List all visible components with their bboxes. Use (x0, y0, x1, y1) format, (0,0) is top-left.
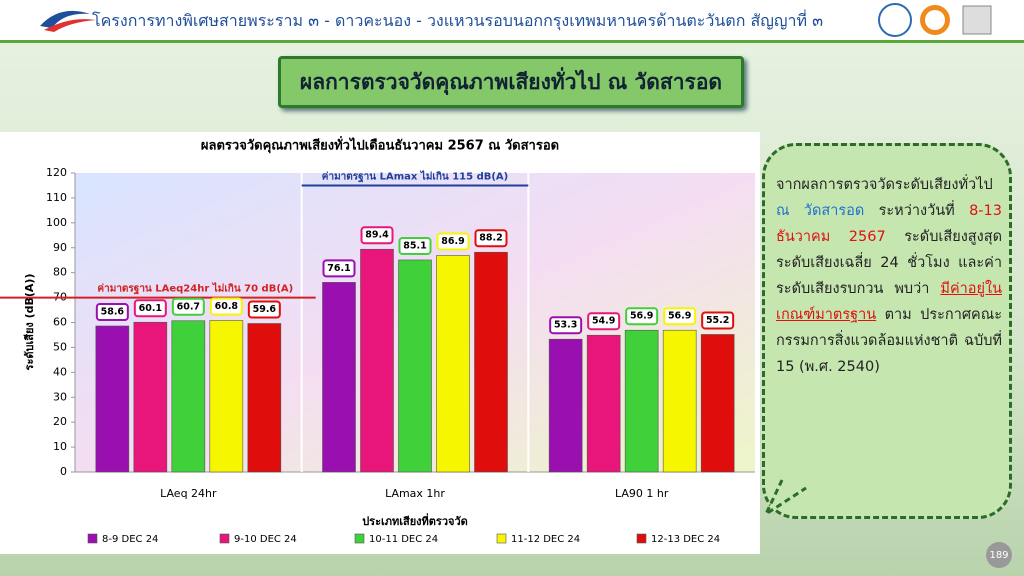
legend-label: 12-13 DEC 24 (651, 534, 720, 545)
logos (878, 3, 992, 37)
logo (40, 10, 96, 32)
data-label: 60.1 (139, 303, 162, 314)
chart: ผลตรวจวัดคุณภาพเสียงทั่วไปเดือนธันวาคม 2… (0, 132, 760, 554)
chart-title: ผลตรวจวัดคุณภาพเสียงทั่วไปเดือนธันวาคม 2… (201, 136, 559, 154)
data-label-box (247, 300, 281, 319)
data-label-box (549, 316, 583, 335)
bar (209, 320, 244, 473)
data-label-box (701, 311, 735, 330)
callout-tail (762, 479, 807, 518)
bar (171, 320, 206, 473)
callout-text: จากผลการตรวจวัดระดับเสียงทั่วไป ณ วัดสาร… (776, 172, 1002, 380)
y-axis-title: ระดับเสียง (dB(A)) (23, 274, 36, 371)
data-label-box (322, 259, 356, 278)
text: ณ วัดสารอด (776, 203, 865, 219)
y-tick-label: 80 (53, 266, 67, 279)
data-label: 86.9 (441, 236, 464, 247)
legend-label: 8-9 DEC 24 (102, 534, 158, 545)
y-tick-label: 120 (46, 166, 67, 179)
legend-label: 9-10 DEC 24 (234, 534, 297, 545)
legend-label: 11-12 DEC 24 (511, 534, 580, 545)
data-label-box (209, 297, 243, 316)
text: ระดับเสียงสูงสุด ระดับเสียงเฉลี่ย 24 ชั่… (776, 229, 1002, 297)
data-label-box (474, 229, 508, 248)
bar (247, 323, 282, 473)
data-label-box (625, 307, 659, 326)
data-label: 59.6 (253, 304, 277, 315)
callout (762, 143, 1012, 519)
data-label: 76.1 (327, 263, 350, 274)
data-label-box (587, 312, 621, 331)
bar (662, 329, 697, 473)
y-tick-label: 0 (60, 465, 67, 478)
bar (548, 338, 583, 473)
bar (95, 325, 130, 473)
data-label-box (398, 236, 432, 255)
text: มีค่าอยู่ในเกณฑ์มาตรฐาน (776, 281, 1002, 323)
bar (360, 248, 394, 473)
bar (586, 334, 621, 473)
x-tick-label: LAeq 24hr (160, 487, 217, 500)
bar (624, 329, 659, 473)
data-label: 56.9 (668, 311, 691, 322)
text: จากผลการตรวจวัดระดับเสียงทั่วไป (776, 177, 993, 193)
header-title: โครงการทางพิเศษสายพระราม ๓ - ดาวคะนอง - … (92, 11, 824, 30)
y-tick-label: 40 (53, 365, 67, 378)
legend-swatch (219, 533, 230, 544)
data-label: 88.2 (479, 233, 502, 244)
y-tick-label: 50 (53, 340, 67, 353)
y-tick-label: 90 (53, 241, 67, 254)
y-tick-label: 100 (46, 216, 67, 229)
bar (436, 255, 470, 473)
bar (322, 282, 356, 473)
data-label: 54.9 (592, 316, 615, 327)
data-label: 85.1 (403, 240, 426, 251)
x-tick-label: LA90 1 hr (615, 487, 669, 500)
reference-label: ค่ามาตรฐาน LAeq24hr ไม่เกิน 70 dB(A) (97, 282, 293, 295)
legend-swatch (636, 533, 647, 544)
data-label: 89.4 (365, 230, 389, 241)
x-axis-title: ประเภทเสียงที่ตรวจวัด (362, 513, 468, 528)
y-tick-label: 60 (53, 316, 67, 329)
data-label: 55.2 (706, 315, 729, 326)
bar (133, 321, 168, 473)
data-label-box (663, 307, 697, 326)
reference-label: ค่ามาตรฐาน LAmax ไม่เกิน 115 dB(A) (322, 169, 508, 182)
data-label: 60.7 (177, 301, 200, 312)
data-label: 60.8 (215, 301, 239, 312)
legend-label: 10-11 DEC 24 (369, 534, 438, 545)
x-tick-label: LAmax 1hr (385, 487, 445, 500)
data-label-box (95, 302, 129, 321)
text: 8-13 ธันวาคม 2567 (776, 203, 1002, 245)
data-label: 58.6 (101, 306, 125, 317)
data-label: 53.3 (554, 320, 577, 331)
y-tick-label: 30 (53, 390, 67, 403)
page-number: 189 (986, 542, 1012, 568)
y-tick-label: 20 (53, 415, 67, 428)
y-tick-label: 110 (46, 191, 67, 204)
text: ตาม ประกาศคณะกรรมการสิ่งแวดล้อมแห่งชาติ … (776, 307, 1002, 375)
legend-swatch (87, 533, 98, 544)
data-label-box (133, 299, 167, 318)
bar (474, 251, 508, 473)
y-tick-label: 10 (53, 440, 67, 453)
data-label-box (360, 226, 394, 245)
legend-swatch (354, 533, 365, 544)
slide-title: ผลการตรวจวัดคุณภาพเสียงทั่วไป ณ วัดสารอด (278, 56, 744, 108)
bar (700, 334, 735, 473)
bar (398, 259, 432, 473)
data-label-box (436, 232, 470, 251)
data-label-box (171, 297, 205, 316)
legend-swatch (496, 533, 507, 544)
text: ระหว่างวันที่ (878, 203, 955, 219)
data-label: 56.9 (630, 311, 653, 322)
header: โครงการทางพิเศษสายพระราม ๓ - ดาวคะนอง - … (0, 0, 1024, 43)
